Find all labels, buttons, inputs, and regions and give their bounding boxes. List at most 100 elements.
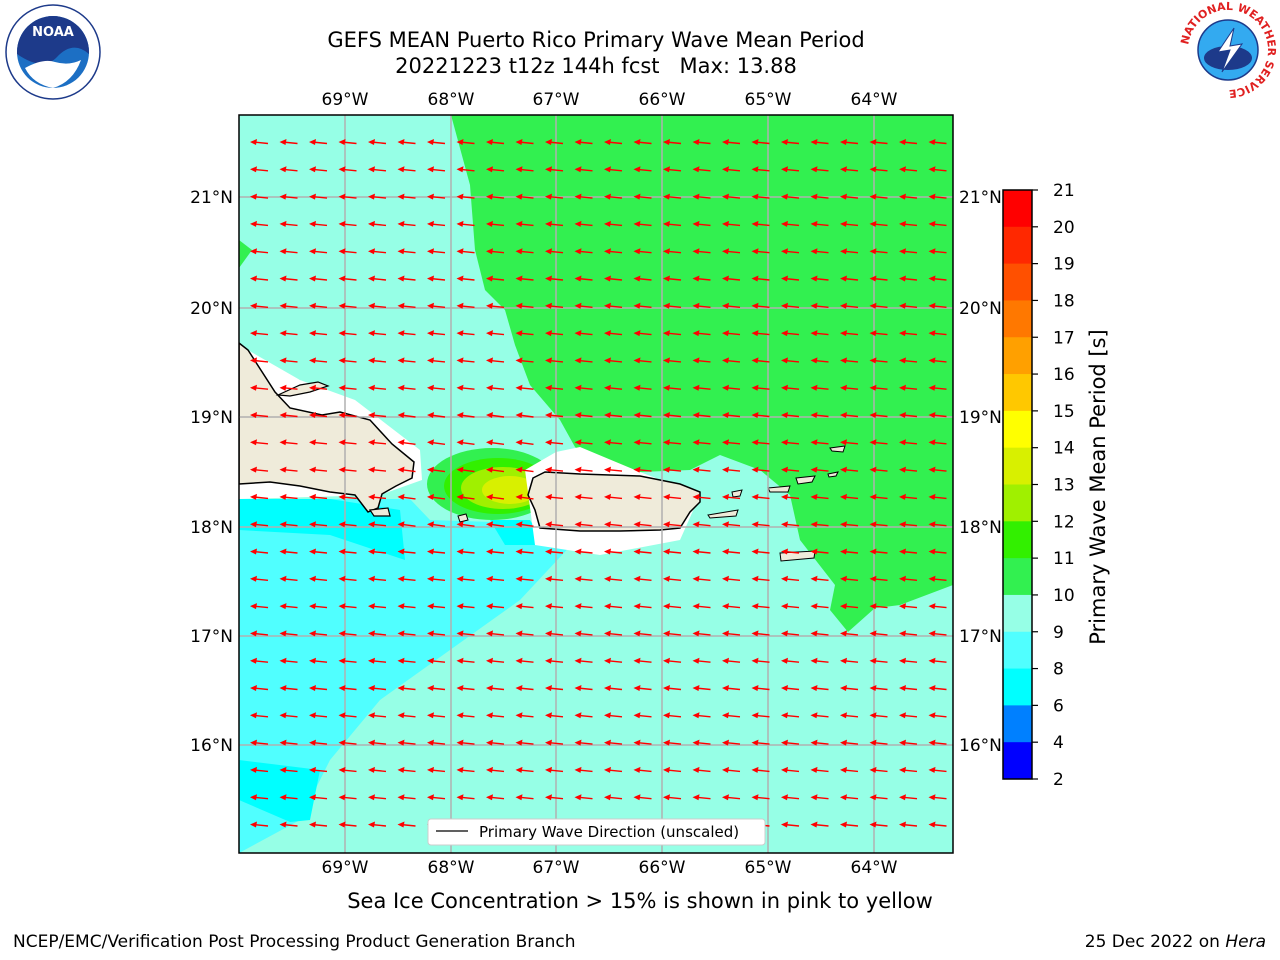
map-title: GEFS MEAN Puerto Rico Primary Wave Mean … [327, 28, 865, 52]
wave-arrow [545, 275, 564, 282]
wave-arrow [574, 330, 593, 337]
wave-arrow [722, 739, 741, 746]
wave-arrow [633, 548, 652, 555]
wave-arrow [368, 248, 387, 255]
wave-arrow [899, 739, 918, 746]
wave-arrow [279, 193, 298, 200]
wave-arrow [663, 521, 682, 528]
wave-arrow [397, 739, 416, 746]
wave-arrow [810, 575, 829, 582]
lon-label-bottom: 68°W [428, 858, 475, 878]
wave-arrow [633, 384, 652, 391]
wave-arrow [810, 139, 829, 145]
wave-arrow [840, 657, 859, 664]
wave-arrow [456, 575, 475, 582]
wave-arrow [899, 712, 918, 719]
colorbar-segment [1003, 300, 1032, 338]
wave-arrow [427, 330, 446, 337]
wave-arrow [840, 766, 859, 773]
wave-arrow [574, 630, 593, 637]
wave-period-6-8-patch-south [239, 760, 320, 822]
colorbar-tick-label: 15 [1053, 402, 1075, 422]
wave-arrow [692, 657, 711, 664]
wave-arrow [633, 493, 652, 500]
wave-arrow [633, 330, 652, 337]
wave-arrow [486, 384, 505, 391]
wave-arrow [663, 275, 682, 282]
wave-arrow [397, 357, 416, 364]
wave-arrow [486, 193, 505, 200]
wave-arrow [250, 603, 269, 610]
wave-arrow [722, 685, 741, 691]
wave-arrow [427, 603, 446, 610]
wave-arrow [515, 466, 534, 473]
culebra-island [731, 489, 743, 498]
wave-arrow [250, 685, 269, 691]
wave-arrow [604, 139, 623, 145]
wave-arrow [574, 712, 593, 719]
wave-arrow [810, 166, 829, 173]
wave-arrow [663, 493, 682, 500]
wave-arrow [604, 166, 623, 173]
wave-arrow [250, 302, 269, 309]
wave-arrow [722, 766, 741, 773]
wave-arrow [781, 548, 800, 555]
wave-arrow [515, 248, 534, 255]
wave-arrow [692, 139, 711, 145]
wave-arrow [928, 794, 947, 801]
wave-arrow [781, 821, 800, 828]
wave-arrow [928, 357, 947, 364]
wave-arrow [309, 766, 328, 773]
wave-arrow [604, 575, 623, 582]
wave-arrow [663, 220, 682, 227]
wave-arrow [456, 521, 475, 528]
wave-arrow [279, 139, 298, 145]
wave-arrow [279, 794, 298, 801]
wave-arrow [692, 630, 711, 637]
wave-arrow [810, 466, 829, 473]
wave-arrow [722, 521, 741, 528]
wave-arrow [663, 166, 682, 173]
wave-arrow [781, 248, 800, 255]
wave-arrow [427, 794, 446, 801]
date-value: 25 Dec 2022 on [1084, 932, 1226, 952]
wave-arrow [309, 821, 328, 828]
wave-arrow [869, 302, 888, 309]
wave-arrow [899, 766, 918, 773]
wave-arrow [604, 657, 623, 664]
wave-arrow [574, 220, 593, 227]
wave-arrow [250, 575, 269, 582]
wave-arrow [899, 493, 918, 500]
wave-arrow [427, 766, 446, 773]
wave-arrow [722, 493, 741, 500]
wave-arrow [663, 630, 682, 637]
wave-arrow [633, 521, 652, 528]
wave-arrow [840, 193, 859, 200]
wave-arrow [810, 193, 829, 200]
wave-arrow [279, 575, 298, 582]
wave-arrow [515, 575, 534, 582]
wave-arrow [309, 220, 328, 227]
colorbar-tick-label: 11 [1053, 549, 1075, 569]
wave-arrow [427, 384, 446, 391]
wave-arrow [781, 412, 800, 418]
noaa-logo: NOAA [5, 4, 101, 100]
wave-arrow [515, 439, 534, 446]
wave-arrow [397, 821, 416, 828]
wave-arrow [397, 248, 416, 255]
wave-arrow [368, 603, 387, 610]
wave-arrow [692, 548, 711, 555]
wave-arrow [574, 657, 593, 664]
wave-arrow [338, 521, 357, 528]
wave-arrow [869, 685, 888, 691]
wave-arrow [456, 439, 475, 446]
colorbar-tick-label: 18 [1053, 291, 1075, 311]
wave-arrow [427, 166, 446, 173]
saona-island [368, 507, 391, 517]
wave-arrow [427, 248, 446, 255]
wave-arrow [604, 330, 623, 337]
wave-arrow [663, 712, 682, 719]
wave-arrow [515, 630, 534, 637]
wave-arrow [663, 575, 682, 582]
wave-arrow [427, 712, 446, 719]
